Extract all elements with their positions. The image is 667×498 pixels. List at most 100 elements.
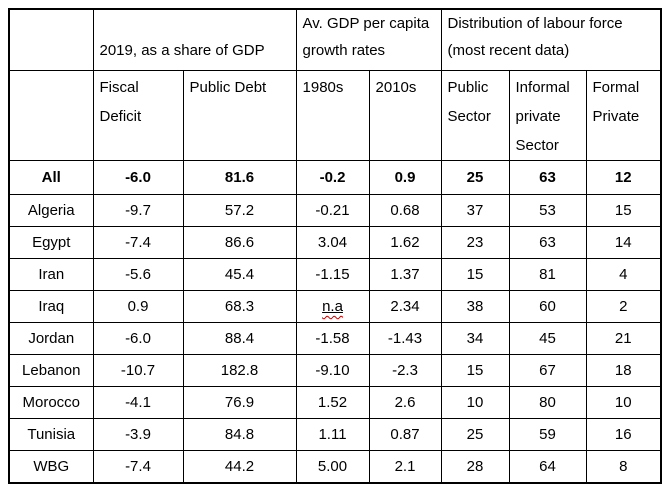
table-cell: 38: [440, 290, 510, 323]
column-header-public-sector: Public Sector: [440, 70, 510, 161]
row-label: Iran: [8, 258, 94, 291]
table-cell: 18: [585, 354, 662, 387]
table-cell: 1.37: [368, 258, 442, 291]
table-cell: -0.2: [295, 160, 370, 195]
table-cell: 5.00: [295, 450, 370, 483]
table-row-wbg: WBG -7.4 44.2 5.00 2.1 28 64 8: [8, 450, 662, 483]
table-cell: 67: [508, 354, 587, 387]
table-cell: 2: [585, 290, 662, 323]
header-group-share-of-gdp: 2019, as a share of GDP: [92, 8, 297, 71]
table-cell: 80: [508, 386, 587, 419]
table-cell: 81: [508, 258, 587, 291]
column-header-public-debt: Public Debt: [182, 70, 297, 161]
table-row-algeria: Algeria -9.7 57.2 -0.21 0.68 37 53 15: [8, 194, 662, 227]
table-cell: 25: [440, 160, 510, 195]
column-header-formal-private: Formal Private: [585, 70, 662, 161]
table-cell: 4: [585, 258, 662, 291]
table-cell: 15: [585, 194, 662, 227]
table-cell: 76.9: [182, 386, 297, 419]
table-cell: 37: [440, 194, 510, 227]
column-header-1980s: 1980s: [295, 70, 370, 161]
table-cell: 23: [440, 226, 510, 259]
table-cell: 2.6: [368, 386, 442, 419]
table-cell: 0.9: [368, 160, 442, 195]
table-cell: -5.6: [92, 258, 184, 291]
table-cell: -9.7: [92, 194, 184, 227]
table-cell: 59: [508, 418, 587, 451]
table-cell: -7.4: [92, 450, 184, 483]
table-row-iran: Iran -5.6 45.4 -1.15 1.37 15 81 4: [8, 258, 662, 291]
table-cell: 16: [585, 418, 662, 451]
table-cell: -6.0: [92, 322, 184, 355]
table-cell: -7.4: [92, 226, 184, 259]
table-row-tunisia: Tunisia -3.9 84.8 1.11 0.87 25 59 16: [8, 418, 662, 451]
table-cell: -9.10: [295, 354, 370, 387]
table-cell: -1.43: [368, 322, 442, 355]
table-cell: -3.9: [92, 418, 184, 451]
row-label: WBG: [8, 450, 94, 483]
table-cell: 10: [585, 386, 662, 419]
column-header-informal-private-sector: Informal private Sector: [508, 70, 587, 161]
table-row-iraq: Iraq 0.9 68.3 n.a 2.34 38 60 2: [8, 290, 662, 323]
table-cell: 1.11: [295, 418, 370, 451]
table-cell: 64: [508, 450, 587, 483]
row-label: Egypt: [8, 226, 94, 259]
column-header-row: Fiscal Deficit Public Debt 1980s 2010s P…: [8, 70, 662, 161]
table-row-jordan: Jordan -6.0 88.4 -1.58 -1.43 34 45 21: [8, 322, 662, 355]
table-cell: 88.4: [182, 322, 297, 355]
table-cell: 2.1: [368, 450, 442, 483]
table-cell: 63: [508, 160, 587, 195]
table-cell: 3.04: [295, 226, 370, 259]
row-label: All: [8, 160, 94, 195]
economic-indicators-table: 2019, as a share of GDP Av. GDP per capi…: [8, 8, 663, 484]
table-cell: 57.2: [182, 194, 297, 227]
table-body: All -6.0 81.6 -0.2 0.9 25 63 12 Algeria -9.7 57.2-…: [8, 160, 662, 483]
table-cell: 45: [508, 322, 587, 355]
table-cell: -1.58: [295, 322, 370, 355]
table-cell: 28: [440, 450, 510, 483]
table-cell: 1.62: [368, 226, 442, 259]
header-group-empty: [8, 8, 94, 71]
table-row-all: All -6.0 81.6 -0.2 0.9 25 63 12: [8, 160, 662, 195]
header-group-gdp-growth: Av. GDP per capita growth rates: [295, 8, 442, 71]
table-cell: 68.3: [182, 290, 297, 323]
table-cell: 63: [508, 226, 587, 259]
table-cell: 15: [440, 354, 510, 387]
row-label: Morocco: [8, 386, 94, 419]
table-cell: -1.15: [295, 258, 370, 291]
table-cell: 0.68: [368, 194, 442, 227]
header-group-row: 2019, as a share of GDP Av. GDP per capi…: [8, 8, 662, 71]
table-cell: 0.9: [92, 290, 184, 323]
row-label: Iraq: [8, 290, 94, 323]
row-label: Jordan: [8, 322, 94, 355]
table-cell: 25: [440, 418, 510, 451]
na-underlined-value: n.a: [322, 298, 343, 315]
table-row-egypt: Egypt -7.4 86.6 3.04 1.62 23 63 14: [8, 226, 662, 259]
table-cell: 84.8: [182, 418, 297, 451]
table-cell: 60: [508, 290, 587, 323]
table-header: 2019, as a share of GDP Av. GDP per capi…: [8, 8, 662, 161]
table-cell: 53: [508, 194, 587, 227]
table-cell: 0.87: [368, 418, 442, 451]
table-cell: 45.4: [182, 258, 297, 291]
row-label: Algeria: [8, 194, 94, 227]
table-cell: 86.6: [182, 226, 297, 259]
table-cell: 8: [585, 450, 662, 483]
table-cell: -0.21: [295, 194, 370, 227]
table-row-lebanon: Lebanon -10.7 182.8 -9.10 -2.3 15 67 18: [8, 354, 662, 387]
table-cell: 10: [440, 386, 510, 419]
column-header-empty: [8, 70, 94, 161]
column-header-fiscal-deficit: Fiscal Deficit: [92, 70, 184, 161]
column-header-2010s: 2010s: [368, 70, 442, 161]
table-cell: 182.8: [182, 354, 297, 387]
table-cell: 14: [585, 226, 662, 259]
table-cell: 44.2: [182, 450, 297, 483]
table-cell: 1.52: [295, 386, 370, 419]
table-cell: 12: [585, 160, 662, 195]
header-group-labour-force: Distribution of labour force (most recen…: [440, 8, 662, 71]
na-spellcheck-squiggle: n.a: [322, 298, 343, 315]
table-cell: -6.0: [92, 160, 184, 195]
table-cell: 2.34: [368, 290, 442, 323]
table-cell: 34: [440, 322, 510, 355]
row-label: Tunisia: [8, 418, 94, 451]
